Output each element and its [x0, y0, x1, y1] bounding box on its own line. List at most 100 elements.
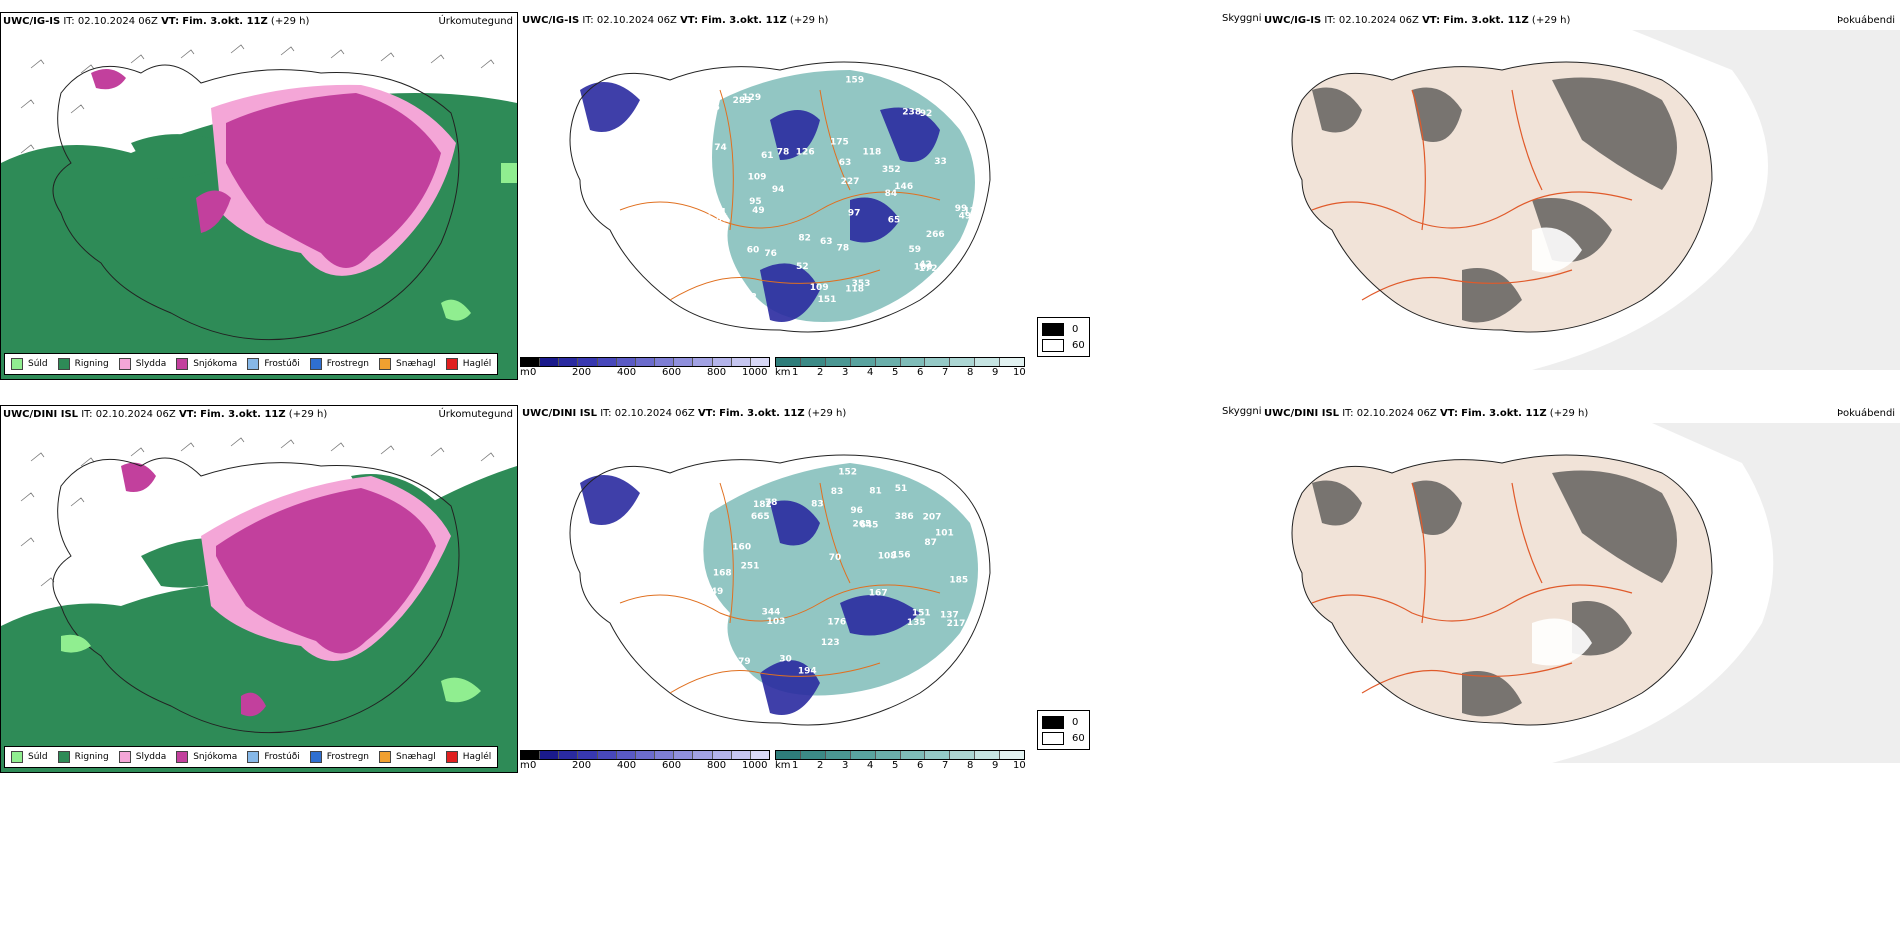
- cloud-height-label: 94: [772, 185, 785, 195]
- cloud-height-label: 128: [964, 207, 983, 217]
- panel-header: UWC/DINI ISL IT: 02.10.2024 06Z VT: Fim.…: [1264, 408, 1589, 419]
- legend-swatch: [379, 358, 392, 370]
- colorbar-swatch: [750, 358, 770, 366]
- colorbar-swatch: [825, 358, 851, 366]
- tick-label: 5: [892, 367, 899, 378]
- legend-item: Frostregn: [309, 751, 369, 763]
- coastline: [1291, 454, 1713, 726]
- panel-title: Þokuábendi: [1837, 408, 1896, 419]
- legend-item: Rigning: [57, 358, 109, 370]
- cloud-height-area: [580, 475, 920, 715]
- legend-label: Rigning: [74, 752, 109, 762]
- visibility-colorbar-swatches: [775, 750, 1025, 760]
- cloud-height-label: 165: [665, 665, 684, 675]
- fog-dark: [1312, 470, 1677, 717]
- height-unit: m: [520, 367, 530, 378]
- cloud-height-label: 78: [765, 498, 778, 508]
- height-colorbar-swatches: [520, 750, 770, 760]
- legend-item: Snjókoma: [176, 751, 237, 763]
- fog-dark: [1312, 77, 1677, 323]
- tick-label: 800: [707, 367, 727, 378]
- cloud-height-label: 283: [733, 96, 752, 106]
- cloud-height-label: 60: [747, 245, 760, 255]
- cloud-height-label: 160: [683, 235, 702, 245]
- cloud-height-label: 92: [920, 109, 933, 119]
- legend-swatch: [379, 751, 392, 763]
- cloud-height-label: 118: [863, 148, 882, 158]
- cloud-height-label: 56: [707, 103, 720, 113]
- fog-legend-item: 60: [1042, 730, 1085, 746]
- cloud-height-label: 231: [708, 208, 727, 218]
- precip-map: [1, 44, 517, 379]
- cloud-height-label: 167: [869, 589, 888, 599]
- cloud-height-label: 178: [774, 468, 793, 478]
- legend-swatch: [1042, 338, 1064, 352]
- cloud-height-label: 151: [912, 608, 931, 618]
- cloud-height-label: 123: [821, 638, 840, 648]
- legend-item: Frostregn: [309, 358, 370, 370]
- panel-title: Skyggni: [1222, 406, 1262, 417]
- colorbar-swatch: [776, 751, 801, 759]
- colorbar-swatch: [578, 751, 598, 759]
- legend-swatch: [309, 358, 322, 370]
- cloud-height-label: 251: [741, 562, 760, 572]
- cloud-height-label: 83: [831, 487, 844, 497]
- colorbar-swatch: [597, 358, 617, 366]
- cloud-height-labels: 92 65 63 62 74 100 86 111 59 60 99 118 231 190 129 97 95…: [593, 76, 983, 305]
- legend-label: 0: [1072, 323, 1079, 335]
- cloud-height-label: 118: [845, 285, 864, 295]
- cloud-height-label: 216: [696, 102, 715, 112]
- cloud-height-label: 267: [593, 180, 612, 190]
- panel-header: UWC/IG-IS IT: 02.10.2024 06Z VT: Fim. 3.…: [1264, 15, 1571, 26]
- legend-item: Slydda: [118, 751, 167, 763]
- cloud-height-label: 87: [924, 538, 937, 548]
- legend-item: Snæhagl: [379, 751, 436, 763]
- legend-label: Frostregn: [326, 359, 370, 369]
- colorbar-swatch: [521, 751, 541, 759]
- cloud-height-label: 357: [660, 165, 679, 175]
- cloud-height-label: 665: [751, 512, 770, 522]
- colorbar-swatch: [655, 751, 675, 759]
- cloud-height-label: 119: [742, 682, 761, 692]
- cloud-height-label: 109: [748, 173, 767, 183]
- precip-legend: Súld Rigning Slydda Snjókoma Frostúði Fr…: [4, 746, 499, 768]
- colorbar-swatch: [616, 358, 636, 366]
- legend-swatch: [11, 751, 23, 763]
- cloud-height-label: 223: [632, 508, 651, 518]
- legend-label: Frostúði: [264, 359, 300, 369]
- cloud-height-label: 151: [818, 295, 837, 305]
- cloud-height-label: 70: [829, 553, 842, 563]
- cloud-height-label: 63: [820, 237, 833, 247]
- cloud-height-label: 491: [959, 212, 978, 222]
- cloud-height-label: 182: [753, 500, 772, 510]
- colorbar-swatch: [540, 358, 560, 366]
- cloud-height-label: 392: [738, 292, 757, 302]
- tick-label: 4: [867, 367, 874, 378]
- cloud-height-label: 42: [919, 260, 932, 270]
- colorbar-swatch: [635, 751, 656, 759]
- cloud-height-label: 52: [796, 262, 809, 272]
- colorbar-swatch: [950, 358, 976, 366]
- cloud-height-label: 83: [811, 500, 824, 510]
- colorbar-swatch: [950, 751, 976, 759]
- cloud-height-label: 168: [713, 569, 732, 579]
- colorbar-swatch: [578, 358, 598, 366]
- legend-label: Súld: [28, 752, 48, 762]
- snow-area-3: [91, 69, 126, 90]
- panel-header: UWC/DINI ISL IT: 02.10.2024 06Z VT: Fim.…: [3, 409, 328, 420]
- cloud-height-label: 109: [810, 283, 829, 293]
- cloud-height-label: 234: [621, 607, 640, 617]
- colorbar-swatch: [521, 358, 541, 366]
- fog-legend: 0 60: [1037, 710, 1090, 750]
- cloud-height-label: 172: [919, 264, 938, 274]
- colorbar-swatch: [1000, 358, 1025, 366]
- panel-header: UWC/DINI ISL IT: 02.10.2024 06Z VT: Fim.…: [522, 408, 847, 419]
- cloud-map: 81 108 101 149 217 344 265 119 70 123 156 167 96 52 13…: [569, 454, 991, 726]
- tick-label: 10: [1013, 760, 1026, 771]
- legend-label: Slydda: [135, 752, 167, 762]
- colorbar-swatch: [674, 751, 694, 759]
- visibility-colorbar-swatches: [775, 357, 1025, 367]
- legend-swatch: [57, 358, 70, 370]
- colorbar-swatch: [731, 358, 751, 366]
- cloud-height-label: 190: [674, 160, 693, 170]
